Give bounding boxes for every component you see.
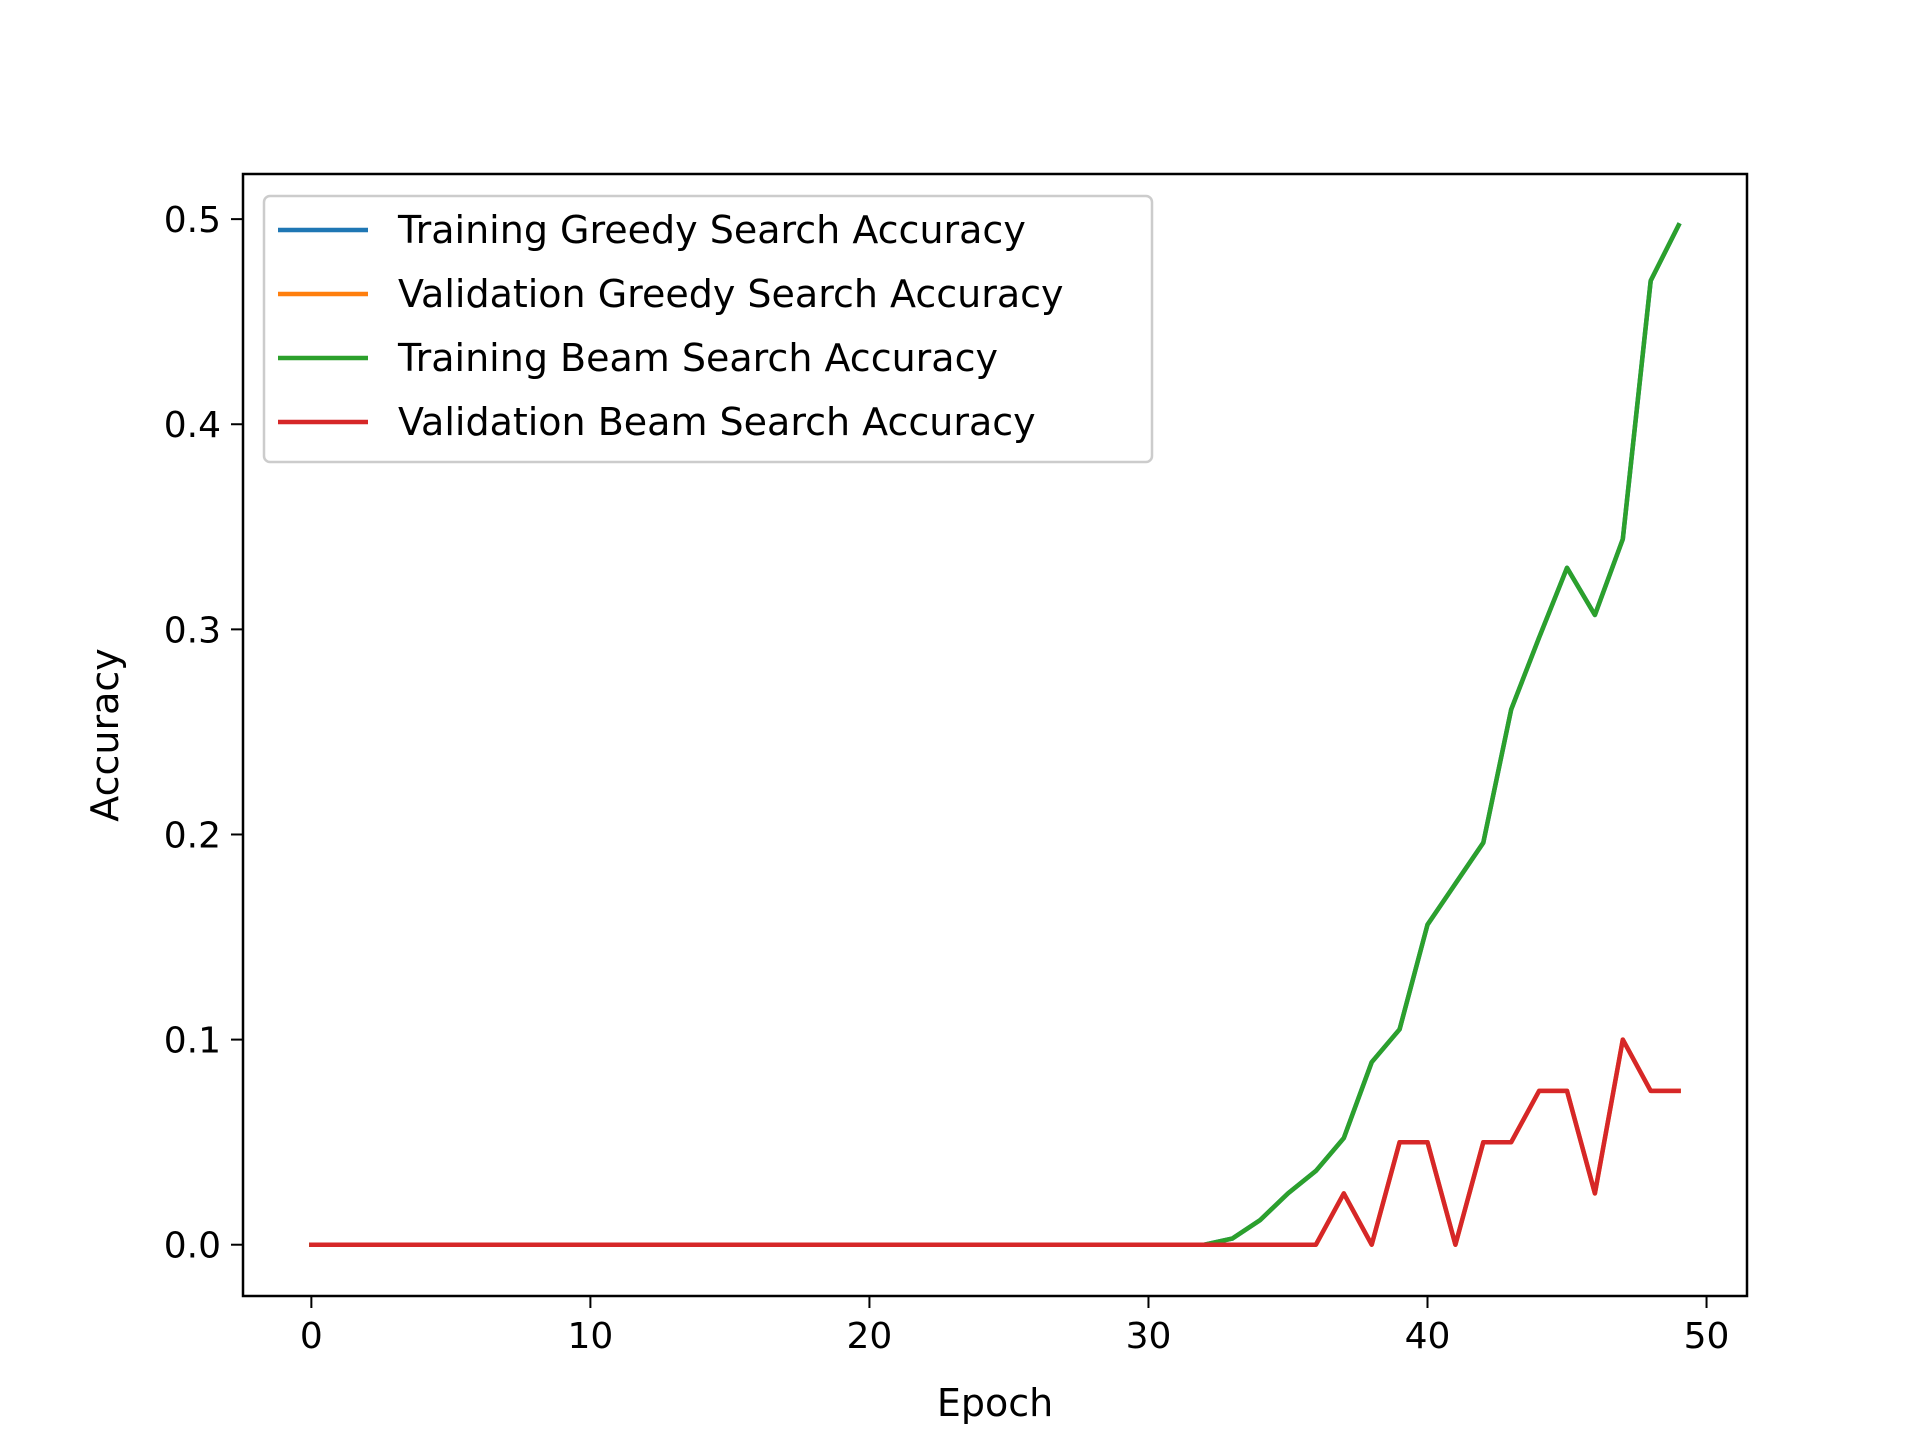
y-tick-label: 0.1 bbox=[164, 1021, 221, 1062]
x-tick-label: 30 bbox=[1126, 1316, 1172, 1357]
y-tick-label: 0.4 bbox=[164, 405, 221, 446]
y-tick-label: 0.5 bbox=[164, 200, 221, 241]
legend-label: Validation Greedy Search Accuracy bbox=[398, 272, 1064, 316]
y-tick-label: 0.2 bbox=[164, 815, 221, 856]
legend: Training Greedy Search Accuracy Validatio… bbox=[262, 194, 1154, 464]
x-tick-label: 0 bbox=[300, 1316, 323, 1357]
legend-label: Training Beam Search Accuracy bbox=[397, 336, 998, 380]
legend-label: Validation Beam Search Accuracy bbox=[398, 400, 1036, 444]
y-tick-label: 0.3 bbox=[164, 610, 221, 651]
x-tick-label: 10 bbox=[567, 1316, 613, 1357]
legend-label: Training Greedy Search Accuracy bbox=[397, 208, 1026, 252]
x-axis: 0 10 20 30 40 50 bbox=[300, 1296, 1730, 1357]
series-layer bbox=[309, 222, 1682, 1247]
x-tick-label: 50 bbox=[1684, 1316, 1730, 1357]
x-tick-label: 40 bbox=[1405, 1316, 1451, 1357]
legend-frame bbox=[262, 194, 1154, 464]
plot-frame bbox=[241, 172, 1749, 1298]
x-tick-label: 20 bbox=[847, 1316, 893, 1357]
x-axis-label: Epoch bbox=[937, 1381, 1053, 1425]
y-axis: 0.0 0.1 0.2 0.3 0.4 0.5 bbox=[164, 200, 243, 1267]
y-axis-label: Accuracy bbox=[83, 648, 127, 822]
y-tick-label: 0.0 bbox=[164, 1226, 221, 1267]
series-line-4 bbox=[309, 1037, 1681, 1247]
